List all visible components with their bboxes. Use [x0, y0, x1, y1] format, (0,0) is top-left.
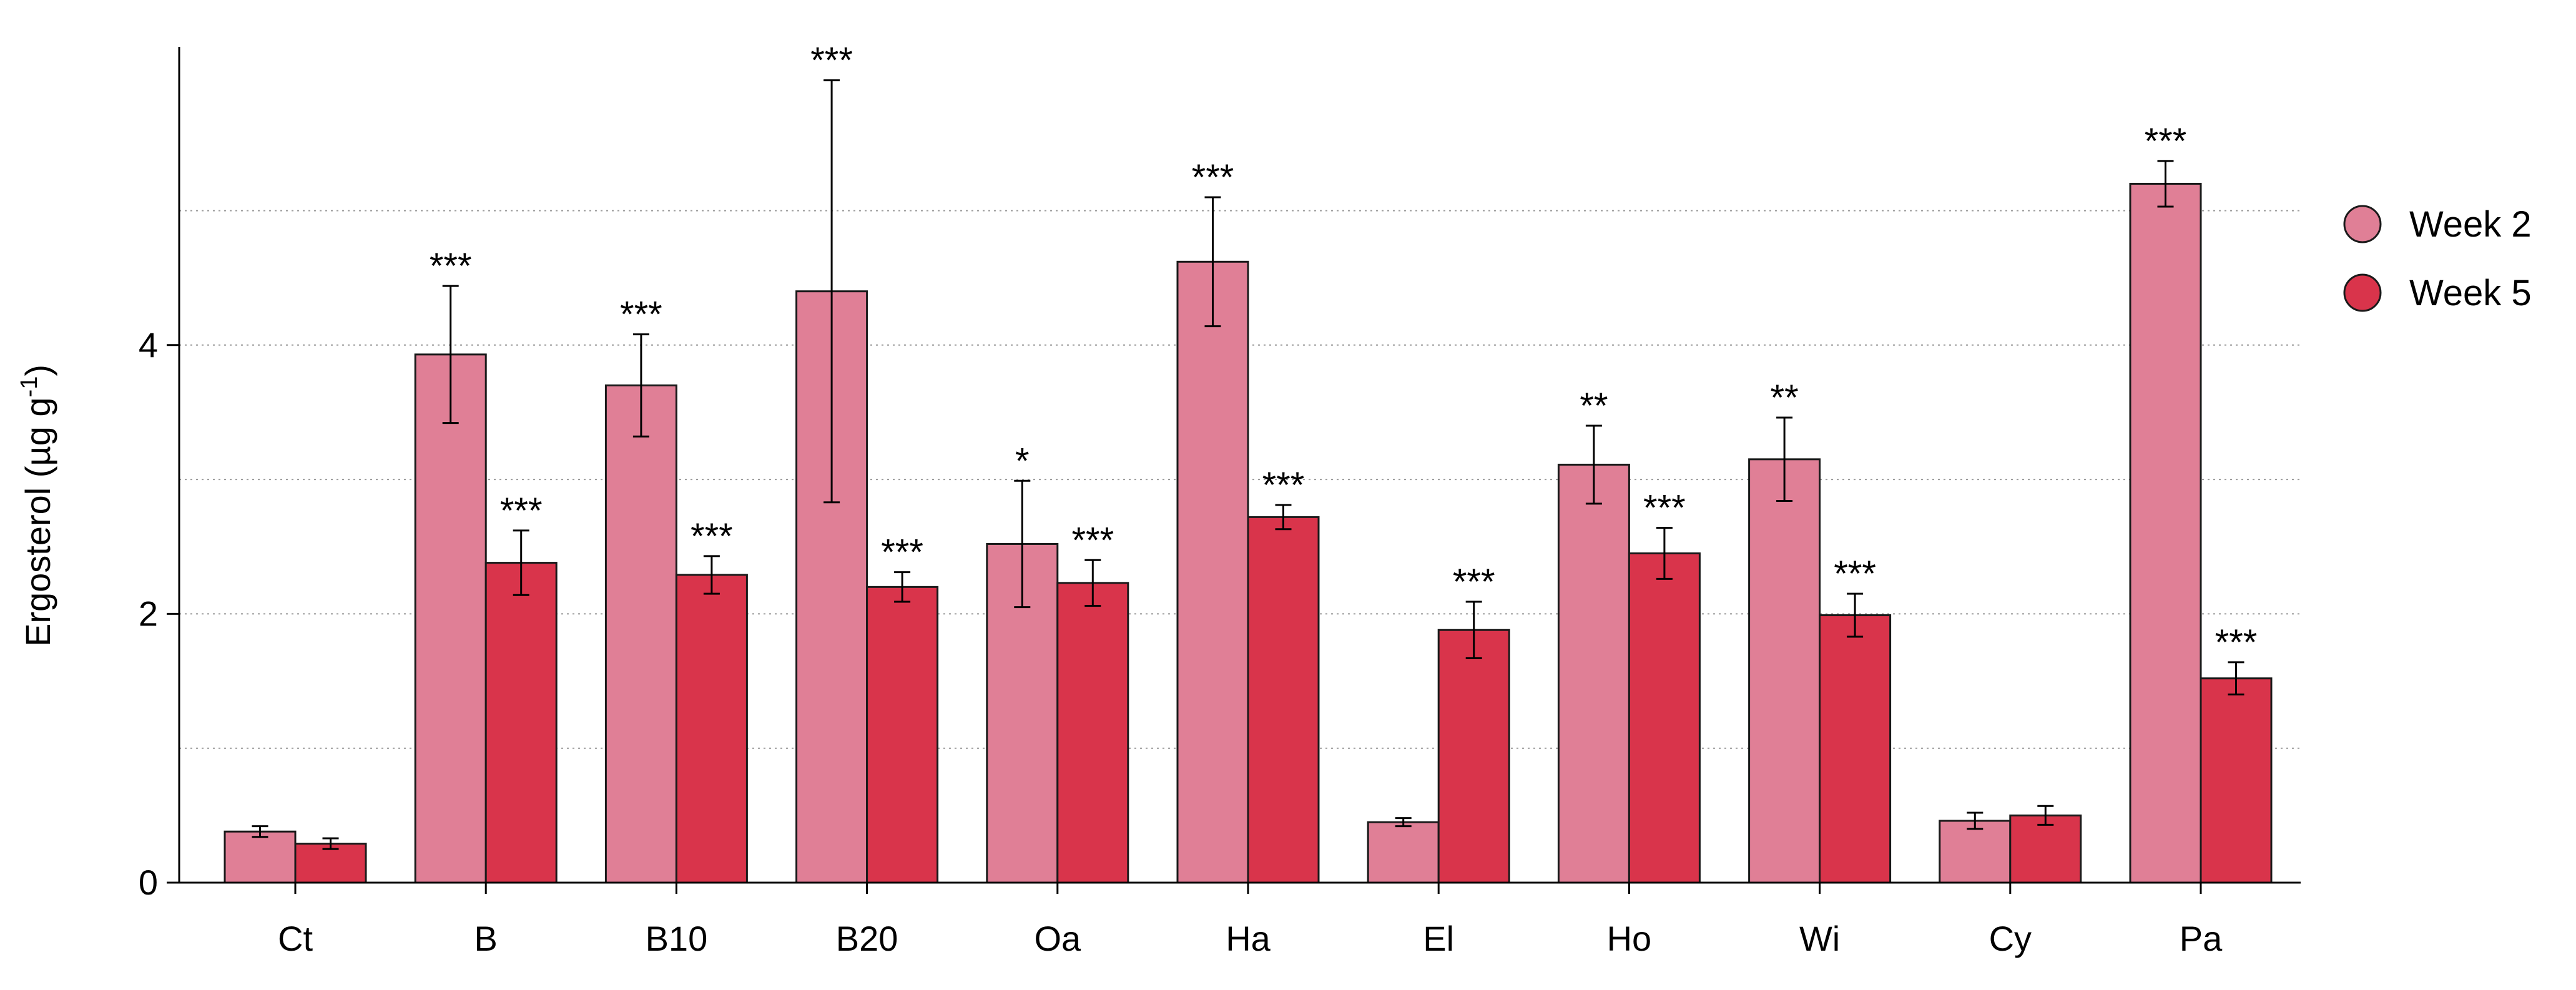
x-tick-label: Ha: [1226, 919, 1271, 958]
significance-marker: ***: [1643, 488, 1686, 529]
legend-marker: [2343, 205, 2382, 243]
significance-marker: **: [1580, 386, 1608, 426]
y-ticks: 0 2 4: [139, 325, 179, 902]
significance-marker: ***: [2145, 121, 2187, 162]
significance-marker: ***: [430, 246, 472, 287]
significance-marker: ***: [1262, 465, 1305, 506]
y-tick-label: 2: [139, 594, 158, 633]
error-bars: [252, 79, 2244, 850]
significance-marker: ***: [691, 516, 733, 557]
x-tick-label: El: [1423, 919, 1454, 958]
bar: [604, 384, 677, 884]
significance-marker: ***: [1834, 554, 1876, 594]
y-axis-label-suffix: ): [18, 365, 57, 376]
significance-marker: ***: [1192, 157, 1234, 198]
bar: [1628, 552, 1701, 884]
bar: [294, 843, 367, 884]
bar: [675, 574, 748, 884]
significance-marker: ***: [881, 532, 923, 573]
x-tick-label: Wi: [1799, 919, 1840, 958]
significance-marker: ***: [500, 491, 543, 531]
y-axis-label-main: Ergosterol (µg g: [18, 397, 57, 647]
significance-marker: ***: [620, 295, 662, 335]
y-axis-label: Ergosterol (µg g-1): [16, 365, 57, 647]
x-tick-label: Cy: [1989, 919, 2032, 958]
x-tick-label: B: [474, 919, 498, 958]
bars: [224, 182, 2273, 884]
y-tick-label: 0: [139, 863, 158, 902]
bar: [2200, 677, 2273, 884]
bar: [414, 353, 487, 884]
significance-marker: ***: [2215, 622, 2258, 663]
bar: [1819, 614, 1892, 884]
bar: [1557, 463, 1630, 884]
x-ticks: Ct B B10 B20 Oa Ha El Ho Wi Cy Pa: [278, 883, 2223, 958]
legend-label: Week 2: [2409, 204, 2532, 245]
bar: [866, 586, 939, 884]
significance-marker: ***: [810, 41, 853, 81]
bar: [224, 830, 297, 884]
bar: [1748, 458, 1821, 884]
legend: Week 2 Week 5: [2343, 204, 2532, 313]
bar: [1247, 516, 1320, 884]
x-tick-label: Ho: [1607, 919, 1652, 958]
significance-markers: ****************************************…: [430, 41, 2258, 663]
bar: [1437, 629, 1510, 884]
y-axis-label-sup: -1: [16, 376, 42, 398]
bar: [484, 562, 558, 884]
x-tick-label: B10: [646, 919, 708, 958]
x-tick-label: Oa: [1034, 919, 1081, 958]
significance-marker: *: [1015, 441, 1030, 481]
x-tick-label: Ct: [278, 919, 313, 958]
x-tick-label: B20: [836, 919, 898, 958]
bar: [1176, 260, 1249, 884]
bar: [1939, 820, 2012, 884]
significance-marker: ***: [1453, 562, 1495, 602]
y-tick-label: 4: [139, 325, 158, 365]
bar: [1367, 821, 1440, 884]
significance-marker: ***: [1071, 520, 1114, 561]
bar: [1056, 582, 1129, 884]
axes: [178, 47, 2301, 884]
bar: [2129, 182, 2202, 884]
significance-marker: **: [1771, 378, 1799, 418]
bar: [2009, 814, 2082, 884]
legend-label: Week 5: [2409, 273, 2532, 313]
legend-marker: [2343, 273, 2382, 312]
x-tick-label: Pa: [2180, 919, 2223, 958]
